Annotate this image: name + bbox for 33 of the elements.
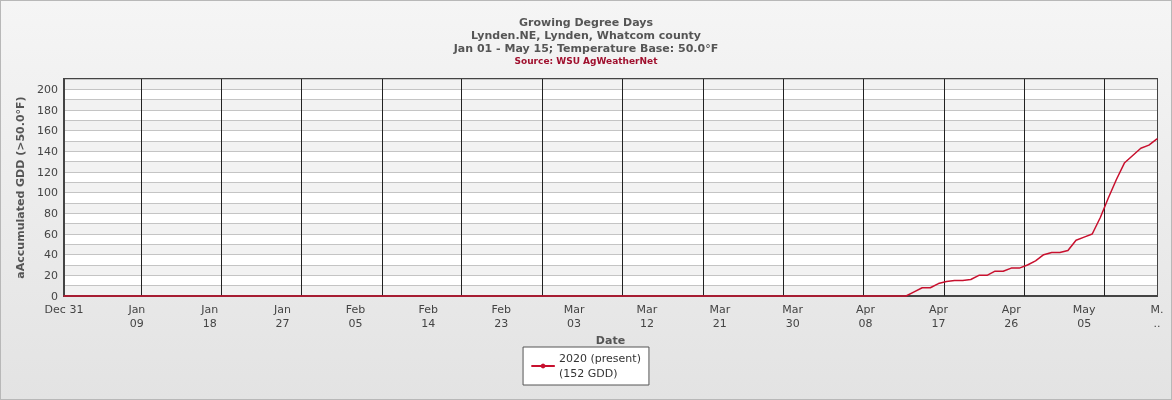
- x-tick-label: May 05: [1072, 302, 1096, 330]
- x-tick-label: Jan 27: [273, 302, 292, 330]
- y-tick-label: 100: [37, 186, 58, 200]
- x-tick-label: Apr 26: [1001, 302, 1022, 330]
- x-tick-label: Feb 14: [418, 302, 439, 330]
- x-tick-label: Mar 21: [709, 302, 731, 330]
- y-tick-label: 140: [37, 144, 58, 158]
- x-tick-label: Mar 30: [782, 302, 804, 330]
- x-tick-label: Feb 23: [491, 302, 511, 330]
- x-tick-label: Apr 08: [856, 302, 876, 330]
- source-note: Source: WSU AgWeatherNet: [514, 55, 659, 66]
- y-tick-label: 200: [37, 82, 58, 96]
- chart-subtitle: Lynden.NE, Lynden, Whatcom county Jan 01 - May 15; Temperature Base: 50.0°F: [452, 29, 719, 55]
- y-tick-label: 0: [51, 289, 58, 303]
- x-tick-label: Apr 17: [928, 302, 949, 330]
- y-axis-title: aAccumulated GDD (>50.0°F): [14, 96, 28, 279]
- y-tick-label: 20: [44, 268, 58, 282]
- y-tick-label: 60: [44, 227, 58, 241]
- y-tick-label: 160: [37, 124, 58, 138]
- x-tick-label: Jan 09: [127, 302, 146, 330]
- x-tick-label: M. ..: [1150, 302, 1164, 330]
- x-tick-label: Mar 12: [636, 302, 658, 330]
- y-tick-label: 180: [37, 103, 58, 117]
- x-axis-title: Date: [595, 333, 626, 347]
- y-tick-label: 40: [44, 248, 58, 262]
- x-tick-label: Jan 18: [200, 302, 219, 330]
- y-tick-label: 80: [44, 206, 58, 220]
- y-tick-label: 120: [37, 165, 58, 179]
- x-tick-label: Mar 03: [563, 302, 585, 330]
- x-tick-label: Dec 31: [44, 302, 84, 316]
- x-tick-label: Feb 05: [345, 302, 366, 330]
- chart-title: Growing Degree Days: [518, 16, 654, 29]
- legend-label: 2020 (present) (152 GDD): [559, 352, 641, 380]
